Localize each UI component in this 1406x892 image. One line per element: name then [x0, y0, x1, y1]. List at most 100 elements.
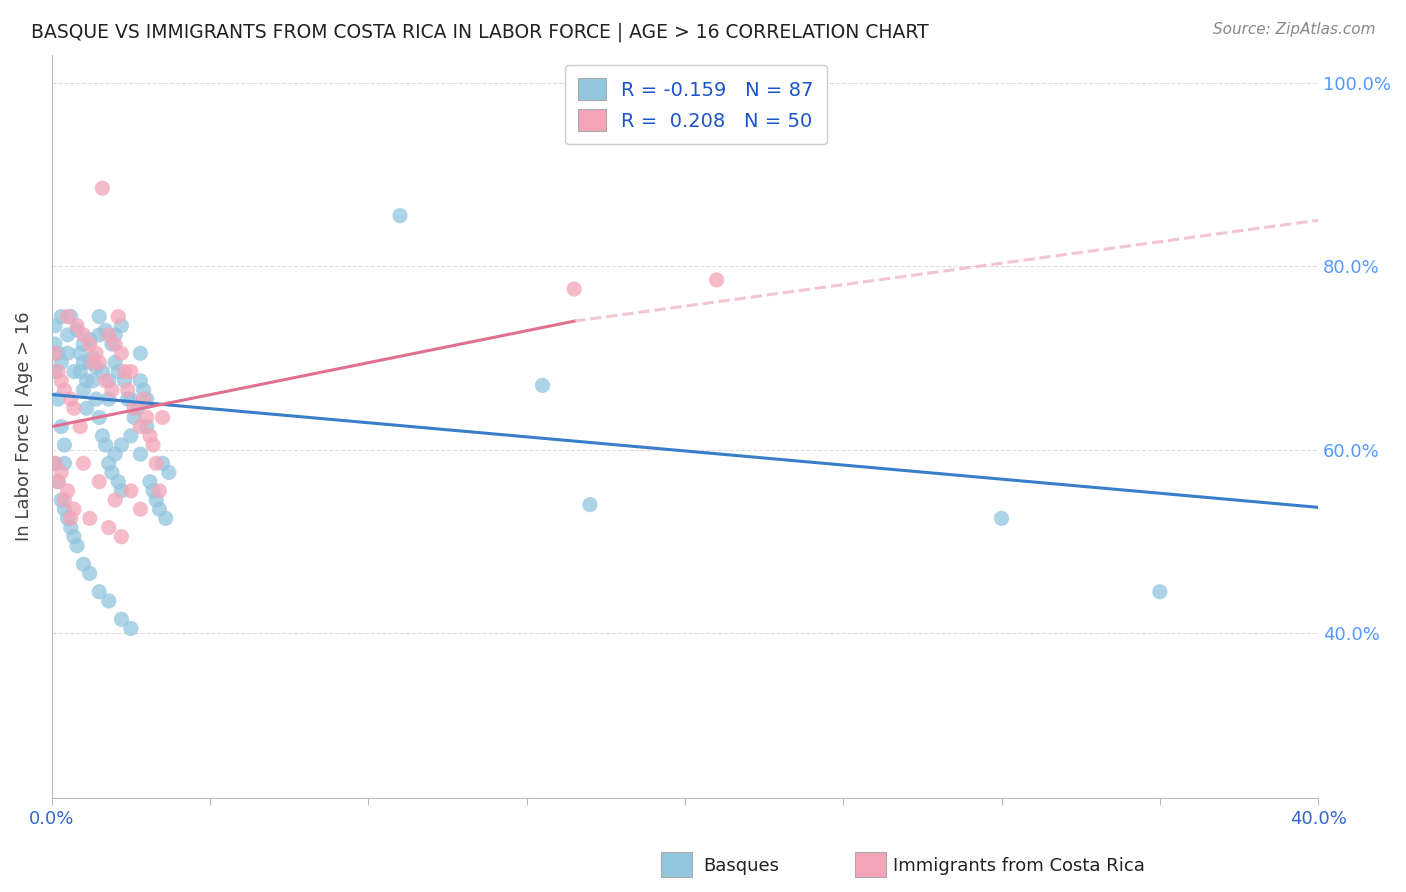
Point — [110, 530, 132, 544]
Point — [122, 410, 145, 425]
Point — [101, 337, 124, 351]
Point — [152, 456, 174, 470]
Point — [89, 327, 111, 342]
Point — [706, 273, 728, 287]
Point — [89, 310, 111, 324]
Point — [63, 502, 86, 516]
Point — [51, 419, 73, 434]
Point — [76, 401, 98, 416]
Point — [59, 520, 82, 534]
Point — [117, 392, 139, 406]
Point — [82, 351, 104, 365]
Point — [97, 327, 120, 342]
Point — [107, 365, 129, 379]
Point — [132, 383, 155, 397]
Point — [79, 333, 101, 347]
Point — [72, 383, 94, 397]
Y-axis label: In Labor Force | Age > 16: In Labor Force | Age > 16 — [15, 312, 32, 541]
Point — [110, 612, 132, 626]
Point — [89, 475, 111, 489]
Point — [94, 438, 117, 452]
Point — [388, 209, 411, 223]
Point — [44, 346, 66, 360]
Point — [101, 383, 124, 397]
Point — [129, 346, 152, 360]
Point — [110, 318, 132, 333]
Point — [56, 310, 79, 324]
Legend: R = -0.159   N = 87, R =  0.208   N = 50: R = -0.159 N = 87, R = 0.208 N = 50 — [565, 65, 827, 145]
Point — [63, 365, 86, 379]
Point — [44, 456, 66, 470]
Point — [66, 539, 89, 553]
Point — [46, 346, 69, 360]
Point — [122, 401, 145, 416]
Point — [76, 374, 98, 388]
Point — [89, 584, 111, 599]
Point — [72, 558, 94, 572]
Point — [44, 337, 66, 351]
Point — [129, 447, 152, 461]
Point — [148, 502, 170, 516]
Point — [51, 493, 73, 508]
Point — [59, 310, 82, 324]
Point — [135, 392, 157, 406]
Point — [94, 374, 117, 388]
Point — [110, 483, 132, 498]
Point — [56, 346, 79, 360]
Point — [579, 498, 602, 512]
Point — [82, 355, 104, 369]
Point — [127, 401, 149, 416]
Point — [155, 511, 177, 525]
Point — [135, 419, 157, 434]
Point — [104, 447, 127, 461]
Point — [59, 511, 82, 525]
Point — [1149, 584, 1171, 599]
Point — [132, 392, 155, 406]
Point — [142, 483, 165, 498]
Point — [104, 355, 127, 369]
Point — [120, 365, 142, 379]
Point — [89, 410, 111, 425]
Point — [110, 438, 132, 452]
Point — [148, 483, 170, 498]
Point — [531, 378, 554, 392]
Point — [114, 365, 136, 379]
Point — [84, 392, 107, 406]
Point — [46, 475, 69, 489]
Point — [97, 456, 120, 470]
Point — [142, 438, 165, 452]
Point — [79, 337, 101, 351]
Point — [94, 323, 117, 337]
Point — [51, 466, 73, 480]
Point — [53, 438, 76, 452]
Point — [56, 483, 79, 498]
Point — [44, 318, 66, 333]
Point — [53, 456, 76, 470]
Point — [139, 429, 162, 443]
Point — [46, 392, 69, 406]
Text: Immigrants from Costa Rica: Immigrants from Costa Rica — [893, 857, 1144, 875]
Point — [66, 318, 89, 333]
Point — [59, 392, 82, 406]
Point — [84, 359, 107, 374]
Point — [51, 374, 73, 388]
Point — [84, 346, 107, 360]
Point — [91, 365, 114, 379]
Point — [562, 282, 585, 296]
Point — [53, 383, 76, 397]
Point — [145, 456, 167, 470]
Point — [120, 622, 142, 636]
Point — [152, 410, 174, 425]
Point — [63, 401, 86, 416]
Point — [104, 327, 127, 342]
Text: Basques: Basques — [703, 857, 779, 875]
Point — [120, 483, 142, 498]
Point — [120, 429, 142, 443]
Point — [72, 355, 94, 369]
Point — [110, 346, 132, 360]
Point — [51, 310, 73, 324]
Point — [46, 365, 69, 379]
Text: BASQUE VS IMMIGRANTS FROM COSTA RICA IN LABOR FORCE | AGE > 16 CORRELATION CHART: BASQUE VS IMMIGRANTS FROM COSTA RICA IN … — [31, 22, 929, 42]
Point — [107, 310, 129, 324]
Point — [101, 466, 124, 480]
